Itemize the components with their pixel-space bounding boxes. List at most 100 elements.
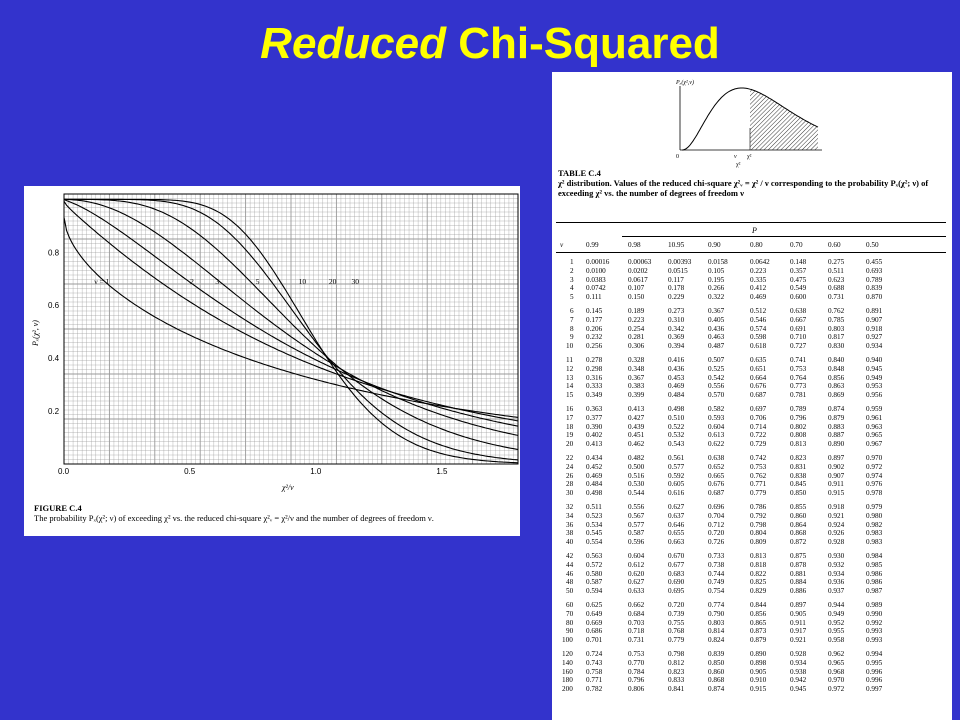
table-cell: 0.720 <box>668 601 685 609</box>
row-nu: 160 <box>562 667 573 676</box>
row-nu: 20 <box>566 440 574 449</box>
row-nu: 34 <box>566 511 574 520</box>
table-cell: 0.808 <box>790 431 807 440</box>
table-cell: 0.934 <box>866 342 883 351</box>
table-cell: 0.206 <box>586 324 603 333</box>
table-cell: 0.546 <box>750 315 767 324</box>
table-cell: 0.949 <box>866 373 883 382</box>
table-cell: 0.616 <box>668 489 685 498</box>
table-cell: 0.823 <box>790 454 807 462</box>
y-tick-label: 0.8 <box>48 248 60 257</box>
table-cell: 0.178 <box>668 284 685 293</box>
table-cell: 0.884 <box>790 578 807 587</box>
table-cell: 0.796 <box>790 413 807 422</box>
curve-nu-10 <box>64 198 519 451</box>
table-cell: 0.798 <box>750 520 767 529</box>
table-cell: 0.768 <box>668 627 685 636</box>
table-cell: 0.789 <box>790 405 807 413</box>
table-cell: 0.958 <box>828 636 845 645</box>
table-number: TABLE C.4 <box>558 168 601 178</box>
table-cell: 0.223 <box>628 315 645 324</box>
table-cell: 0.693 <box>866 266 883 275</box>
table-cell: 0.413 <box>628 405 645 413</box>
table-cell: 0.690 <box>668 578 685 587</box>
table-cell: 0.328 <box>628 356 645 364</box>
table-cell: 0.995 <box>866 658 883 667</box>
table-cell: 0.482 <box>628 454 645 462</box>
table-cell: 0.796 <box>628 676 645 685</box>
table-cell: 0.731 <box>828 293 845 302</box>
table-cell: 0.570 <box>708 391 725 400</box>
row-nu: 4 <box>570 284 574 293</box>
table-cell: 0.990 <box>866 609 883 618</box>
table-cell: 0.105 <box>708 266 725 275</box>
table-cell: 0.475 <box>790 275 807 284</box>
table-cell: 0.952 <box>828 618 845 627</box>
table-cell: 0.0202 <box>628 266 648 275</box>
table-cell: 0.390 <box>586 422 603 431</box>
table-cell: 0.823 <box>668 667 685 676</box>
table-cell: 0.117 <box>668 275 684 284</box>
table-cell: 0.484 <box>668 391 685 400</box>
chi-square-density-sketch: Pₓ(χ²,ν) 0 ν χ² χ² <box>675 79 822 168</box>
table-cell: 0.959 <box>866 405 883 413</box>
table-cell: 0.940 <box>866 356 883 364</box>
table-cell: 0.0383 <box>586 275 606 284</box>
header-p-6: 0.60 <box>828 241 841 249</box>
row-nu: 140 <box>562 658 573 667</box>
row-nu: 80 <box>566 618 574 627</box>
table-cell: 0.992 <box>866 618 883 627</box>
table-cell: 0.367 <box>708 307 725 315</box>
table-cell: 0.278 <box>586 356 603 364</box>
row-nu: 180 <box>562 676 573 685</box>
table-cell: 0.696 <box>708 503 725 511</box>
table-cell: 0.722 <box>750 431 767 440</box>
table-cell: 0.542 <box>708 373 725 382</box>
table-cell: 0.706 <box>750 413 767 422</box>
table-cell: 0.879 <box>750 636 767 645</box>
table-cell: 0.613 <box>708 431 725 440</box>
slide-title: Reduced Chi-Squared <box>0 14 960 74</box>
x-axis-label: χ²/ν <box>281 483 294 492</box>
table-cell: 0.498 <box>668 405 685 413</box>
table-cell: 0.405 <box>708 315 725 324</box>
header-p-7: 0.50 <box>866 241 879 249</box>
table-cell: 0.683 <box>668 569 685 578</box>
table-cell: 0.942 <box>790 676 807 685</box>
table-cell: 0.844 <box>750 601 767 609</box>
table-cell: 0.986 <box>866 578 883 587</box>
row-nu: 44 <box>566 560 574 569</box>
row-nu: 24 <box>566 462 574 471</box>
mini-chi-label: χ² <box>747 154 752 160</box>
table-cell: 0.996 <box>866 676 883 685</box>
table-cell: 0.111 <box>586 293 602 302</box>
table-cell: 0.452 <box>586 462 603 471</box>
table-cell: 0.469 <box>586 471 603 480</box>
table-cell: 0.878 <box>790 560 807 569</box>
table-cell: 0.232 <box>586 333 603 342</box>
row-nu: 42 <box>566 552 574 560</box>
table-cell: 0.148 <box>790 258 807 266</box>
table-cell: 0.453 <box>668 373 685 382</box>
table-cell: 0.281 <box>628 333 645 342</box>
table-cell: 0.813 <box>790 440 807 449</box>
table-cell: 0.322 <box>708 293 725 302</box>
table-cell: 0.930 <box>828 552 845 560</box>
table-cell: 0.229 <box>668 293 685 302</box>
table-description: χ² distribution. Values of the reduced c… <box>558 178 929 198</box>
table-cell: 0.567 <box>628 511 645 520</box>
table-cell: 0.306 <box>628 342 645 351</box>
table-cell: 0.703 <box>628 618 645 627</box>
table-cell: 0.451 <box>628 431 645 440</box>
table-cell: 0.860 <box>708 667 725 676</box>
row-nu: 26 <box>566 471 574 480</box>
table-cell: 0.764 <box>790 373 807 382</box>
table-cell: 0.469 <box>750 293 767 302</box>
table-cell: 0.145 <box>586 307 603 315</box>
table-cell: 0.921 <box>790 636 807 645</box>
table-cell: 0.974 <box>866 471 883 480</box>
curve-label: 5 <box>256 277 260 286</box>
table-cell: 0.664 <box>750 373 767 382</box>
table-cell: 0.273 <box>668 307 685 315</box>
table-cell: 0.367 <box>628 373 645 382</box>
